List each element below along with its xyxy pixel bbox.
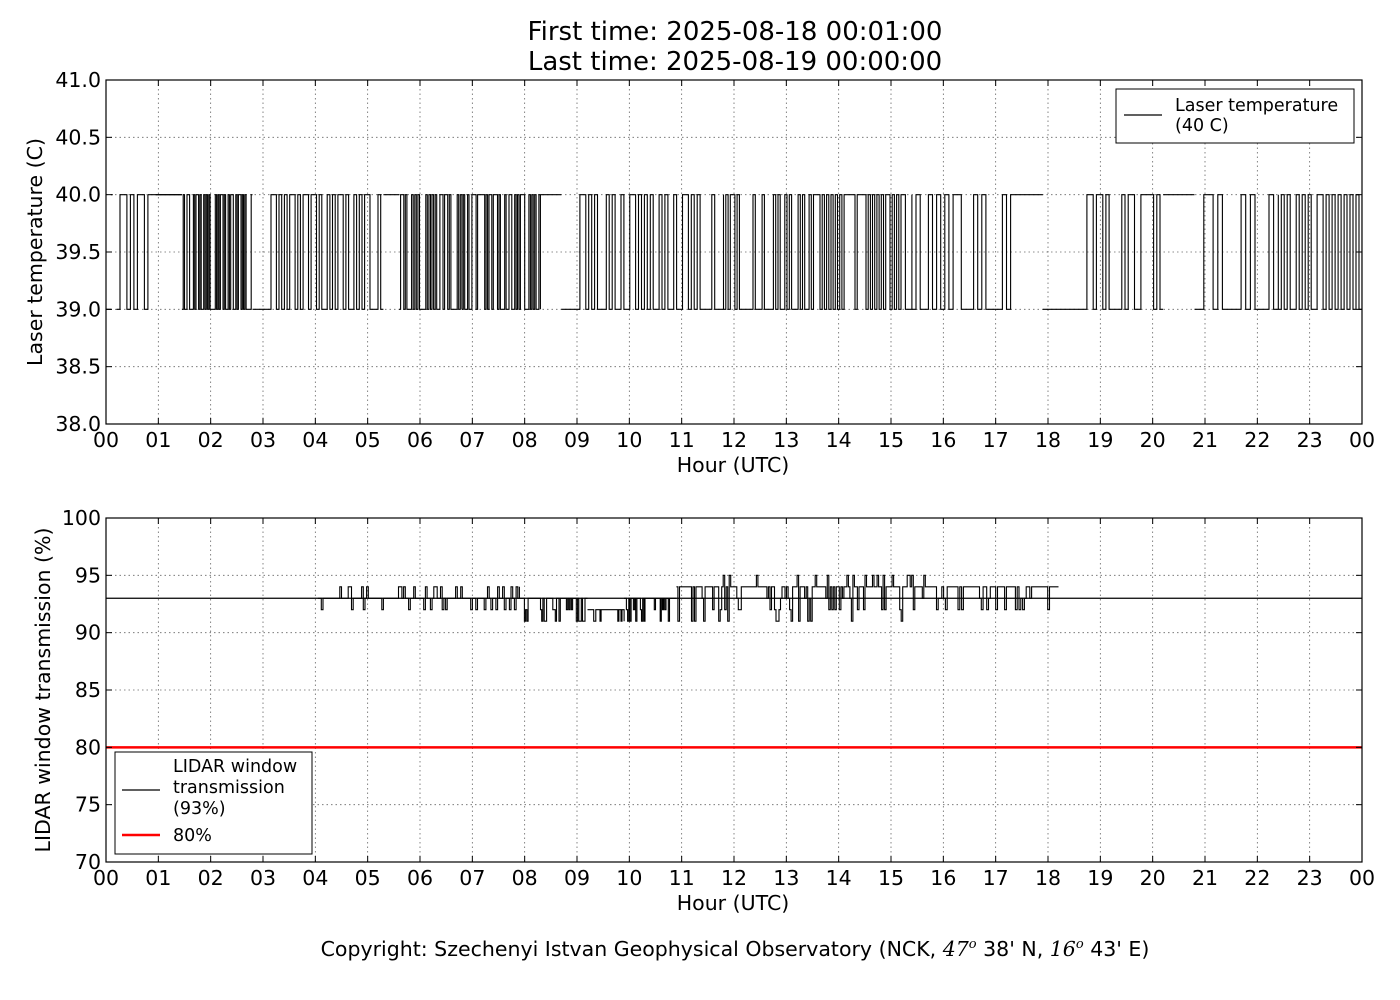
x-tick-label: 15 bbox=[878, 428, 904, 452]
x-tick-label: 21 bbox=[1192, 428, 1218, 452]
chart-title-first-time: First time: 2025-08-18 00:01:00 bbox=[527, 17, 943, 47]
x-tick-label: 13 bbox=[773, 866, 799, 890]
x-tick-label: 03 bbox=[250, 866, 276, 890]
x-tick-label: 00 bbox=[93, 428, 119, 452]
y-tick-label: 41.0 bbox=[55, 68, 101, 92]
x-tick-label: 02 bbox=[198, 866, 224, 890]
y-tick-label: 40.5 bbox=[55, 125, 101, 149]
x-tick-label: 08 bbox=[512, 866, 538, 890]
legend-label-80-percent: 80% bbox=[173, 826, 212, 846]
y-tick-label: 38.0 bbox=[55, 412, 101, 436]
y-tick-label: 38.5 bbox=[55, 355, 101, 379]
legend-box bbox=[114, 751, 313, 855]
x-tick-label: 04 bbox=[302, 866, 328, 890]
x-tick-label: 16 bbox=[930, 428, 956, 452]
x-tick-label: 12 bbox=[721, 866, 747, 890]
x-tick-label: 19 bbox=[1087, 428, 1113, 452]
latitude-minutes: 38' N, bbox=[976, 937, 1050, 961]
y-axis-label: LIDAR window transmission (%) bbox=[31, 528, 55, 853]
x-tick-label: 18 bbox=[1035, 866, 1061, 890]
x-tick-label: 00 bbox=[93, 866, 119, 890]
x-tick-label: 12 bbox=[721, 428, 747, 452]
x-tick-label: 02 bbox=[198, 428, 224, 452]
x-tick-label: 17 bbox=[983, 428, 1009, 452]
x-tick-label: 23 bbox=[1297, 428, 1323, 452]
longitude-minutes: 43' E) bbox=[1083, 937, 1150, 961]
x-tick-label: 14 bbox=[826, 866, 852, 890]
x-tick-label: 20 bbox=[1140, 428, 1166, 452]
y-tick-label: 80 bbox=[75, 735, 101, 759]
y-tick-label: 40.0 bbox=[55, 183, 101, 207]
x-axis-label: Hour (UTC) bbox=[677, 891, 790, 915]
x-tick-label: 09 bbox=[564, 428, 590, 452]
copyright-prefix: Copyright: Szechenyi Istvan Geophysical … bbox=[320, 937, 943, 961]
chart-title-last-time: Last time: 2025-08-19 00:00:00 bbox=[527, 47, 943, 77]
x-tick-label: 11 bbox=[669, 866, 695, 890]
x-tick-label: 20 bbox=[1140, 866, 1166, 890]
y-tick-label: 39.0 bbox=[55, 297, 101, 321]
y-tick-label: 90 bbox=[75, 621, 101, 645]
longitude-degrees: 16o bbox=[1049, 937, 1084, 961]
x-tick-label: 05 bbox=[355, 428, 381, 452]
x-tick-label: 01 bbox=[145, 866, 171, 890]
series-line-data bbox=[317, 574, 1059, 622]
x-tick-label: 03 bbox=[250, 428, 276, 452]
x-tick-label: 01 bbox=[145, 428, 171, 452]
y-tick-label: 75 bbox=[75, 793, 101, 817]
latitude-degrees: 47o bbox=[942, 937, 977, 961]
y-tick-label: 85 bbox=[75, 678, 101, 702]
copyright-footer: Copyright: Szechenyi Istvan Geophysical … bbox=[0, 937, 1400, 961]
x-tick-label: 00 bbox=[1349, 866, 1375, 890]
x-tick-label: 10 bbox=[616, 866, 642, 890]
x-tick-label: 10 bbox=[616, 428, 642, 452]
legend-label-lidar-transmission: (93%) bbox=[173, 799, 226, 819]
legend-label-lidar-transmission: transmission bbox=[173, 778, 285, 798]
x-tick-label: 15 bbox=[878, 866, 904, 890]
x-axis-label: Hour (UTC) bbox=[677, 453, 790, 477]
x-tick-label: 19 bbox=[1087, 866, 1113, 890]
y-axis-label: Laser temperature (C) bbox=[23, 138, 47, 366]
y-tick-label: 39.5 bbox=[55, 240, 101, 264]
y-tick-label: 100 bbox=[62, 506, 101, 530]
y-tick-label: 95 bbox=[75, 563, 101, 587]
legend-label-laser-temperature: (40 C) bbox=[1175, 116, 1229, 136]
x-tick-label: 14 bbox=[826, 428, 852, 452]
x-tick-label: 11 bbox=[669, 428, 695, 452]
x-tick-label: 06 bbox=[407, 428, 433, 452]
x-tick-label: 21 bbox=[1192, 866, 1218, 890]
x-tick-label: 05 bbox=[355, 866, 381, 890]
x-tick-label: 00 bbox=[1349, 428, 1375, 452]
legend-label-laser-temperature: Laser temperature bbox=[1175, 96, 1338, 116]
x-tick-label: 07 bbox=[459, 428, 485, 452]
x-tick-label: 16 bbox=[930, 866, 956, 890]
x-tick-label: 07 bbox=[459, 866, 485, 890]
y-tick-label: 70 bbox=[75, 850, 101, 874]
x-tick-label: 22 bbox=[1244, 866, 1270, 890]
x-tick-label: 08 bbox=[512, 428, 538, 452]
legend-label-lidar-transmission: LIDAR window bbox=[173, 757, 297, 777]
x-tick-label: 13 bbox=[773, 428, 799, 452]
x-tick-label: 06 bbox=[407, 866, 433, 890]
x-tick-label: 04 bbox=[302, 428, 328, 452]
x-tick-label: 22 bbox=[1244, 428, 1270, 452]
x-tick-label: 18 bbox=[1035, 428, 1061, 452]
legend-box bbox=[1115, 88, 1355, 144]
x-tick-label: 09 bbox=[564, 866, 590, 890]
x-tick-label: 23 bbox=[1297, 866, 1323, 890]
x-tick-label: 17 bbox=[983, 866, 1009, 890]
